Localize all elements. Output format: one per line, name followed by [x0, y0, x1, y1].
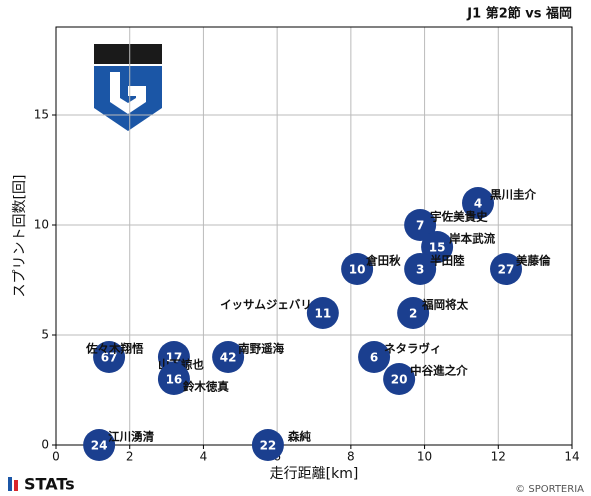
- point-name: 倉田秋: [365, 254, 401, 268]
- x-tick-label: 0: [52, 450, 60, 464]
- point: [83, 429, 116, 461]
- point: [404, 209, 437, 241]
- point-name: 江川湧清: [108, 430, 154, 444]
- point-number: 20: [391, 373, 408, 387]
- brand: STATs: [8, 475, 75, 494]
- point-number: 3: [416, 263, 424, 277]
- point-number: 24: [91, 439, 108, 453]
- x-axis-label: 走行距離[km]: [270, 465, 359, 482]
- point-name: 福岡将太: [421, 298, 468, 312]
- point-number: 15: [429, 241, 446, 255]
- point-name: 南野遥海: [238, 342, 284, 356]
- chart-title: J1 第2節 vs 福岡: [466, 6, 572, 22]
- point-number: 10: [349, 263, 366, 277]
- point-number: 27: [498, 263, 515, 277]
- point: [157, 363, 190, 395]
- point: [358, 341, 391, 373]
- x-tick-label: 10: [417, 450, 432, 464]
- x-tick-label: 2: [126, 450, 134, 464]
- point-name: 美藤倫: [516, 254, 551, 268]
- point-name: 岸本武流: [449, 232, 495, 246]
- point-number: 22: [260, 439, 277, 453]
- x-tick-label: 14: [564, 450, 579, 464]
- point: [404, 253, 437, 285]
- point-number: 17: [166, 351, 183, 365]
- point: [383, 363, 416, 395]
- brand-name: STATs: [24, 475, 75, 494]
- point: [490, 253, 523, 285]
- point: [397, 297, 430, 329]
- point: [462, 187, 495, 219]
- x-tick-label: 12: [491, 450, 506, 464]
- copyright: © SPORTERIA: [515, 484, 584, 495]
- point-number: 7: [416, 219, 424, 233]
- team-logo: [94, 44, 162, 131]
- y-axis-label: スプリント回数[回]: [12, 175, 28, 298]
- point: [212, 341, 245, 373]
- point-name: ネタラヴィ: [384, 342, 442, 356]
- point-name: 佐々木翔悟: [85, 342, 144, 356]
- point-number: 6: [370, 351, 378, 365]
- point-name: 黒川圭介: [490, 188, 536, 202]
- point-number: 4: [474, 197, 482, 211]
- point-number: 2: [409, 307, 417, 321]
- point: [251, 429, 284, 461]
- point-name: 宇佐美貴史: [430, 210, 488, 224]
- plot-frame: [55, 26, 573, 446]
- point-name: 中谷進之介: [410, 364, 468, 378]
- point-name: 鈴木徳真: [183, 380, 229, 394]
- point-name: 半田陸: [430, 254, 465, 268]
- y-tick-label: 5: [41, 328, 49, 342]
- y-tick-label: 10: [34, 218, 49, 232]
- point-number: 11: [314, 307, 331, 321]
- point-number: 42: [220, 351, 237, 365]
- point: [341, 253, 374, 285]
- point-number: 16: [166, 373, 183, 387]
- point-number: 67: [101, 351, 118, 365]
- point: [306, 297, 339, 329]
- y-tick-label: 0: [41, 438, 49, 452]
- y-tick-label: 15: [34, 108, 49, 122]
- point: [157, 341, 190, 373]
- point-name: イッサムジェバリ: [220, 298, 312, 312]
- point-name: 森純: [288, 430, 311, 444]
- point: [421, 231, 454, 263]
- x-tick-label: 4: [200, 450, 208, 464]
- x-tick-label: 8: [347, 450, 355, 464]
- point: [93, 341, 126, 373]
